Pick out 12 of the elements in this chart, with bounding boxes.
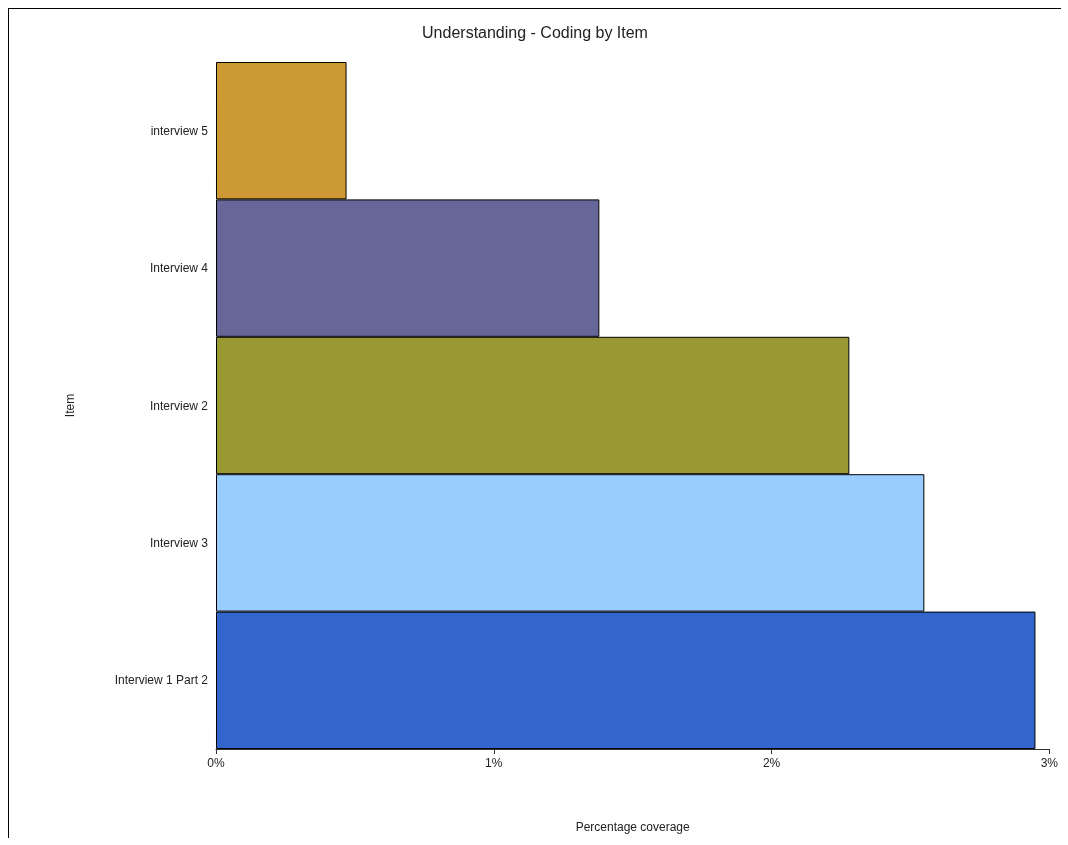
y-axis-title: Item — [63, 393, 77, 418]
y-tick-label: Interview 4 — [149, 261, 209, 276]
x-tick-label: 0% — [207, 756, 225, 770]
y-tick-label: Interview 1 Part 2 — [114, 673, 209, 688]
y-tick-label: interview 5 — [150, 123, 209, 138]
chart-title: Understanding - Coding by Item — [422, 23, 648, 41]
x-axis-title: Percentage coverage — [575, 820, 691, 834]
x-tick-label: 2% — [762, 756, 781, 770]
x-tick-label: 1% — [485, 756, 503, 770]
y-tick-label: Interview 3 — [149, 535, 209, 550]
x-tick-label: 3% — [1040, 756, 1059, 770]
y-tick-label: Interview 2 — [149, 398, 209, 413]
